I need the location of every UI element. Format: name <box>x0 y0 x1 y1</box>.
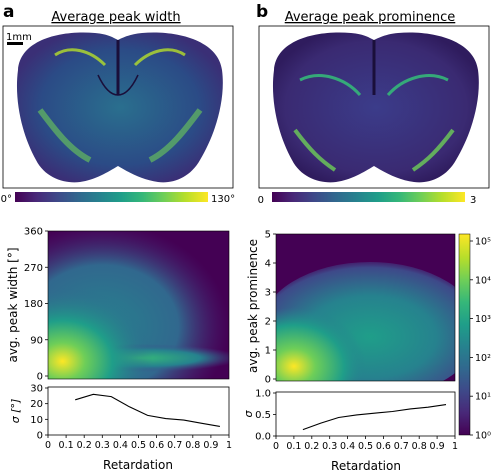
heatmap-b-ytick-label: 2 <box>265 317 271 328</box>
colorbar-log-tick-label: 10² <box>475 353 491 364</box>
sigma-a-xtick-label: 0.7 <box>167 440 182 451</box>
panel-a-letter: a <box>3 2 14 22</box>
sigma-b-xtick-label: 0.7 <box>394 441 409 452</box>
panel-a-title: Average peak width <box>51 10 180 25</box>
sigma-a-axes: 0 10 20 30 0 0.1 0.2 0.3 0.4 0.5 0.6 0.7 0.8 0.9 1 <box>30 384 232 452</box>
heatmap-a-axes: 0 90 180 270 360 <box>24 227 48 383</box>
panel-b-title: Average peak prominence <box>285 10 456 25</box>
panel-b-letter: b <box>256 2 268 22</box>
colorbar-log-tick-label: 10⁵ <box>475 237 491 248</box>
heatmap-b-ylabel: avg. peak prominence <box>246 239 260 373</box>
sigma-b-xtick-label: 0.6 <box>376 441 391 452</box>
sigma-b-ytick-label: 1.0 <box>255 389 271 400</box>
sigma-b-xtick-label: 0.9 <box>430 441 445 452</box>
sigma-b-ylabel: σ <box>242 409 255 417</box>
colorbar-log-axis: 10⁰ 10¹ 10² 10³ 10⁴ 10⁵ <box>470 237 491 442</box>
colorbar-log <box>458 233 471 436</box>
sigma-a-ylabel: σ [°] <box>9 399 22 424</box>
sigma-b-xtick-label: 1 <box>452 441 458 452</box>
sigma-b-ytick-label: 0.5 <box>255 410 271 421</box>
heatmap-a-ytick-label: 360 <box>24 227 43 238</box>
heatmap-a-ylabel: avg. peak width [°] <box>6 247 20 362</box>
heatmap-a-ytick-label: 180 <box>24 299 43 310</box>
heatmap-b-ytick-label: 3 <box>265 288 271 299</box>
sigma-b-xtick-label: 0.4 <box>340 441 355 452</box>
sigma-a-line <box>75 393 220 427</box>
heatmap-b <box>276 234 455 381</box>
heatmap-b-axes: 0 1 2 3 4 5 <box>265 230 276 386</box>
heatmap-b-ytick-label: 0 <box>265 375 271 386</box>
sigma-a-ytick-label: 30 <box>30 384 43 395</box>
colorbar-b-min: 0 <box>258 195 264 206</box>
sigma-b-xtick-label: 0 <box>273 441 279 452</box>
colorbar-log-tick-label: 10³ <box>475 314 491 325</box>
scale-bar-label: 1mm <box>6 32 32 43</box>
colorbar-a-max: 130° <box>211 194 235 205</box>
sigma-a-xtick-label: 0.5 <box>131 440 146 451</box>
sigma-a-xtick-label: 0.4 <box>113 440 128 451</box>
colorbar-b <box>272 192 465 202</box>
sigma-a-xtick-label: 0.6 <box>149 440 164 451</box>
sigma-b-axes: 0.00.51.00 0.1 0.2 0.3 0.4 0.5 0.6 0.7 0.8 0.9 1 <box>255 389 458 453</box>
sigma-b-line <box>302 404 447 431</box>
sigma-b-xtick-label: 0.2 <box>304 441 319 452</box>
heatmap-b-ytick-label: 5 <box>265 230 271 241</box>
heatmap-a <box>48 231 229 379</box>
scale-bar <box>7 42 23 45</box>
colorbar-log-tick-label: 10¹ <box>475 392 491 403</box>
panel-a-brain-image <box>2 25 234 189</box>
colorbar-log-tick-label: 10⁴ <box>475 275 491 286</box>
sigma-b-xtick-label: 0.3 <box>322 441 337 452</box>
colorbar-a <box>15 192 208 202</box>
sigma-a-xtick-label: 0.2 <box>77 440 92 451</box>
colorbar-a-min: 0° <box>1 194 12 205</box>
sigma-a-ytick-label: 0 <box>37 431 43 442</box>
heatmap-a-ytick-label: 90 <box>30 335 43 346</box>
heatmap-a-ytick-label: 270 <box>24 263 43 274</box>
sigma-b-xtick-label: 0.1 <box>286 441 301 452</box>
colorbar-b-max: 3 <box>470 195 476 206</box>
colorbar-log-tick-label: 10⁰ <box>475 431 491 442</box>
sigma-b-xtick-label: 0.5 <box>358 441 373 452</box>
sigma-a-xtick-label: 0.9 <box>203 440 218 451</box>
sigma-a-xtick-label: 1 <box>226 440 232 451</box>
sigma-b-ytick-label: 0.0 <box>255 432 271 443</box>
sigma-a-xlabel: Retardation <box>103 458 173 472</box>
sigma-b-xtick-label: 0.8 <box>412 441 427 452</box>
heatmap-b-ytick-label: 1 <box>265 346 271 357</box>
heatmap-a-ytick-label: 0 <box>37 372 43 383</box>
panel-b-brain-image <box>258 25 490 189</box>
sigma-a-xtick-label: 0.3 <box>95 440 110 451</box>
sigma-a-xtick-label: 0 <box>45 440 51 451</box>
sigma-a-ytick-label: 10 <box>30 415 43 426</box>
sigma-a-ytick-label: 20 <box>30 399 43 410</box>
heatmap-b-ytick-label: 4 <box>265 259 271 270</box>
sigma-a-xtick-label: 0.1 <box>59 440 74 451</box>
sigma-a-xtick-label: 0.8 <box>185 440 200 451</box>
sigma-b-xlabel: Retardation <box>331 459 401 473</box>
